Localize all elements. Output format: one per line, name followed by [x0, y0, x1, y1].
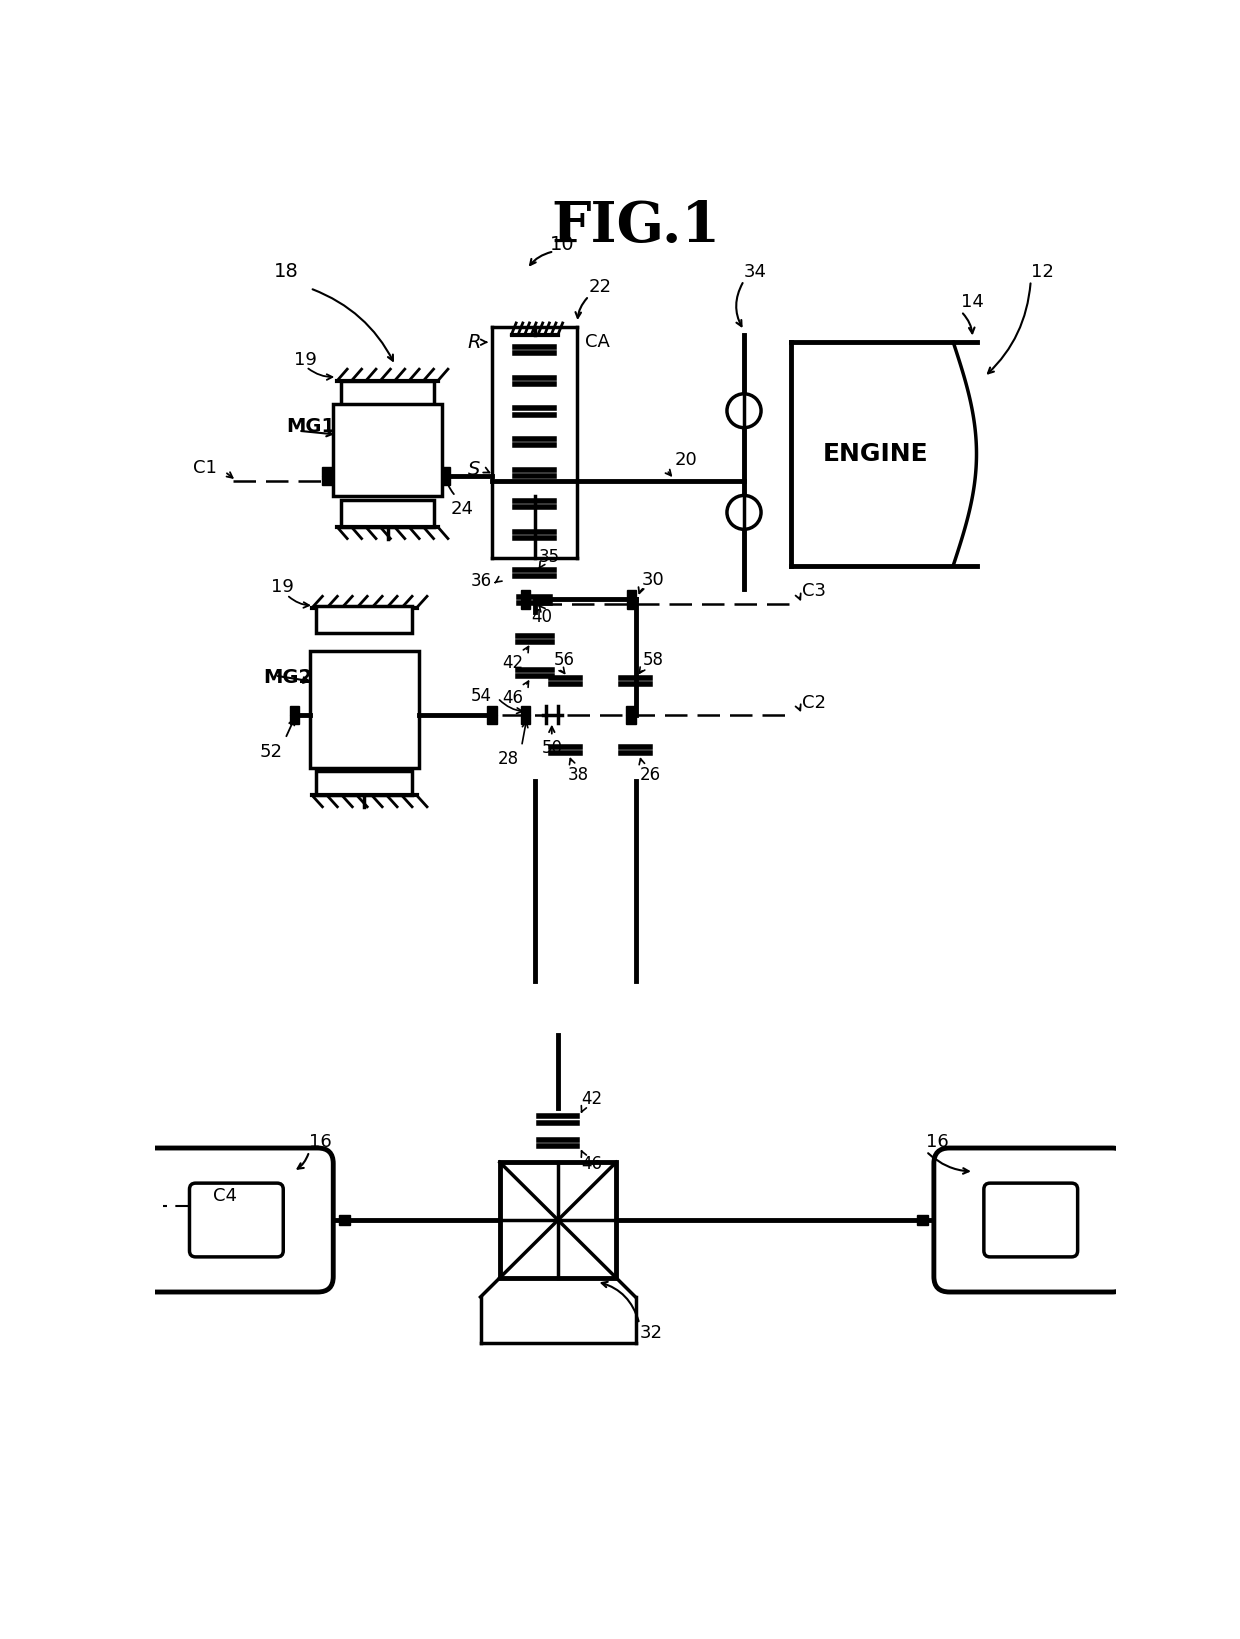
Text: 46: 46: [582, 1154, 603, 1172]
FancyBboxPatch shape: [934, 1147, 1127, 1292]
Bar: [500, 1162, 616, 1278]
Text: 42: 42: [582, 1090, 603, 1108]
Text: 54: 54: [471, 687, 492, 705]
Bar: [310, 651, 419, 769]
Text: 10: 10: [551, 234, 575, 254]
Text: MG2: MG2: [263, 669, 312, 687]
Text: 14: 14: [961, 293, 983, 311]
Text: 32: 32: [640, 1324, 662, 1342]
Bar: [521, 590, 529, 600]
Text: 36: 36: [471, 572, 492, 590]
Bar: [487, 706, 497, 715]
FancyBboxPatch shape: [190, 1183, 283, 1257]
Text: FIG.1: FIG.1: [551, 200, 720, 254]
Bar: [626, 706, 635, 715]
Text: 16: 16: [309, 1133, 332, 1151]
Text: 16: 16: [926, 1133, 949, 1151]
Text: C1: C1: [193, 459, 217, 477]
Bar: [441, 467, 450, 477]
Bar: [290, 715, 299, 724]
Bar: [341, 380, 434, 411]
Bar: [916, 1214, 928, 1226]
Bar: [341, 500, 434, 528]
Text: 19: 19: [272, 579, 294, 597]
Circle shape: [727, 393, 761, 428]
Text: 22: 22: [589, 279, 613, 297]
Text: 24: 24: [451, 500, 474, 518]
Text: MG1: MG1: [286, 418, 336, 436]
Bar: [316, 606, 413, 633]
Text: 38: 38: [567, 765, 589, 783]
Bar: [290, 706, 299, 715]
Bar: [521, 600, 529, 608]
Bar: [322, 467, 332, 477]
Text: S: S: [469, 461, 481, 479]
Bar: [487, 715, 497, 724]
Text: R: R: [467, 333, 481, 352]
Text: 50: 50: [542, 739, 562, 757]
Bar: [627, 590, 636, 600]
Text: 30: 30: [642, 570, 665, 588]
Text: 58: 58: [644, 651, 665, 669]
Text: CA: CA: [585, 333, 610, 351]
FancyBboxPatch shape: [983, 1183, 1078, 1257]
Text: 18: 18: [274, 262, 299, 280]
Text: 35: 35: [538, 547, 559, 565]
Text: 19: 19: [295, 351, 317, 369]
Bar: [334, 403, 441, 497]
FancyBboxPatch shape: [139, 1147, 334, 1292]
Text: 40: 40: [531, 608, 552, 626]
Text: 34: 34: [744, 262, 768, 280]
Text: 28: 28: [498, 751, 520, 769]
Text: 46: 46: [502, 688, 523, 706]
Text: 52: 52: [260, 742, 283, 760]
Bar: [441, 477, 450, 485]
Text: 56: 56: [554, 651, 575, 669]
Bar: [627, 600, 636, 608]
Text: 42: 42: [502, 654, 523, 672]
Text: 20: 20: [675, 451, 697, 469]
Bar: [521, 706, 529, 715]
Text: 12: 12: [1030, 262, 1054, 280]
Bar: [322, 477, 332, 485]
Text: C4: C4: [213, 1187, 237, 1205]
Text: 26: 26: [640, 765, 661, 783]
Text: ENGINE: ENGINE: [823, 443, 929, 465]
Bar: [521, 715, 529, 724]
Text: C2: C2: [802, 693, 826, 711]
Bar: [626, 715, 635, 724]
Circle shape: [727, 495, 761, 529]
Bar: [340, 1214, 351, 1226]
Bar: [316, 770, 413, 795]
Text: C3: C3: [802, 582, 826, 600]
